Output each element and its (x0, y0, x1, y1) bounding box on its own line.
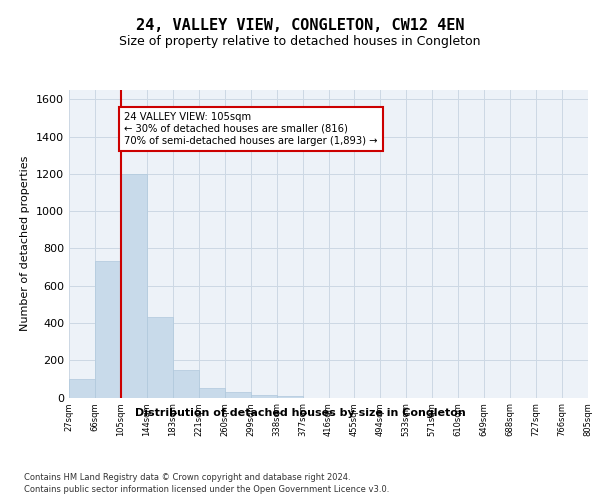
Y-axis label: Number of detached properties: Number of detached properties (20, 156, 31, 332)
Bar (199, 388, 224, 398)
Bar (147, 318, 173, 398)
Bar (95, 262, 121, 398)
Text: 24 VALLEY VIEW: 105sqm
← 30% of detached houses are smaller (816)
70% of semi-de: 24 VALLEY VIEW: 105sqm ← 30% of detached… (124, 112, 377, 146)
Bar (251, 394, 277, 398)
Text: Contains public sector information licensed under the Open Government Licence v3: Contains public sector information licen… (24, 485, 389, 494)
Bar (69, 379, 95, 398)
Bar (277, 396, 302, 398)
Bar (173, 370, 199, 398)
Text: Contains HM Land Registry data © Crown copyright and database right 2024.: Contains HM Land Registry data © Crown c… (24, 472, 350, 482)
Text: Distribution of detached houses by size in Congleton: Distribution of detached houses by size … (134, 408, 466, 418)
Text: Size of property relative to detached houses in Congleton: Size of property relative to detached ho… (119, 35, 481, 48)
Bar (121, 174, 147, 398)
Bar (225, 392, 251, 398)
Text: 24, VALLEY VIEW, CONGLETON, CW12 4EN: 24, VALLEY VIEW, CONGLETON, CW12 4EN (136, 18, 464, 32)
